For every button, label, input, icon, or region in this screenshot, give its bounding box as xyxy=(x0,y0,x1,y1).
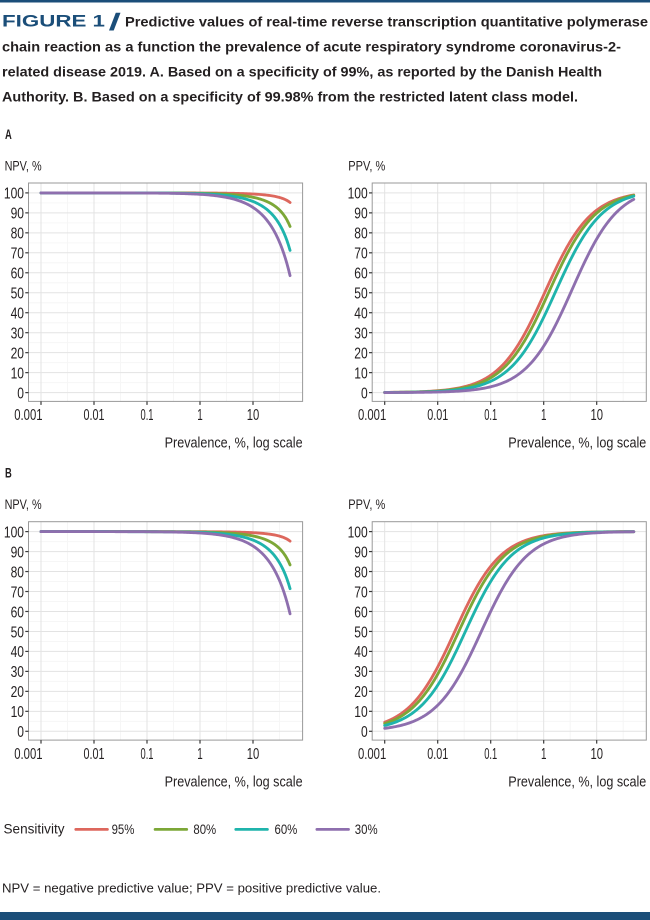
svg-text:0: 0 xyxy=(361,724,368,741)
svg-text:30: 30 xyxy=(354,664,367,681)
svg-text:0: 0 xyxy=(361,385,368,402)
svg-text:70: 70 xyxy=(354,246,367,263)
svg-text:50: 50 xyxy=(354,624,367,641)
svg-text:95%: 95% xyxy=(112,821,135,837)
svg-text:50: 50 xyxy=(354,286,367,303)
svg-text:NPV, %: NPV, % xyxy=(5,157,42,173)
svg-text:70: 70 xyxy=(11,584,24,601)
svg-text:100: 100 xyxy=(348,186,368,203)
svg-text:PPV, %: PPV, % xyxy=(348,496,385,512)
svg-text:80: 80 xyxy=(354,564,367,581)
svg-text:50: 50 xyxy=(11,286,24,303)
svg-text:0.001: 0.001 xyxy=(14,746,42,763)
svg-text:90: 90 xyxy=(354,544,367,561)
svg-text:PPV, %: PPV, % xyxy=(348,157,385,173)
svg-text:40: 40 xyxy=(11,644,24,661)
svg-text:1: 1 xyxy=(541,746,547,763)
svg-text:0.01: 0.01 xyxy=(427,746,448,763)
svg-text:Predictive values of real-time: Predictive values of real-time reverse t… xyxy=(125,14,648,30)
svg-text:0.1: 0.1 xyxy=(484,407,497,424)
svg-text:80: 80 xyxy=(354,226,367,243)
svg-text:20: 20 xyxy=(11,684,24,701)
svg-text:1: 1 xyxy=(197,746,203,763)
svg-text:0.1: 0.1 xyxy=(484,746,497,763)
svg-text:10: 10 xyxy=(590,746,603,763)
svg-text:20: 20 xyxy=(11,345,24,362)
svg-text:FIGURE 1: FIGURE 1 xyxy=(2,13,105,31)
svg-text:10: 10 xyxy=(11,704,24,721)
svg-text:0.01: 0.01 xyxy=(84,746,105,763)
svg-text:Prevalence, %, log scale: Prevalence, %, log scale xyxy=(508,435,646,452)
svg-text:60%: 60% xyxy=(275,821,298,837)
svg-text:30%: 30% xyxy=(355,821,378,837)
svg-text:50: 50 xyxy=(11,624,24,641)
svg-text:40: 40 xyxy=(11,306,24,323)
svg-text:30: 30 xyxy=(354,325,367,342)
svg-text:Authority. B. Based on a speci: Authority. B. Based on a specificity of … xyxy=(2,89,578,105)
svg-text:100: 100 xyxy=(4,186,24,203)
svg-text:60: 60 xyxy=(11,266,24,283)
svg-text:0.001: 0.001 xyxy=(358,407,386,424)
svg-text:80: 80 xyxy=(11,226,24,243)
svg-text:90: 90 xyxy=(11,206,24,223)
svg-text:40: 40 xyxy=(354,644,367,661)
svg-text:10: 10 xyxy=(11,365,24,382)
svg-text:90: 90 xyxy=(11,544,24,561)
svg-text:NPV = negative predictive valu: NPV = negative predictive value; PPV = p… xyxy=(2,881,381,896)
svg-text:B: B xyxy=(5,465,12,481)
svg-text:10: 10 xyxy=(354,704,367,721)
svg-text:70: 70 xyxy=(11,246,24,263)
svg-text:chain reaction as a function t: chain reaction as a function the prevale… xyxy=(2,39,621,55)
svg-text:NPV, %: NPV, % xyxy=(5,496,42,512)
svg-text:0: 0 xyxy=(17,724,24,741)
svg-text:0.01: 0.01 xyxy=(427,407,448,424)
svg-text:0.001: 0.001 xyxy=(358,746,386,763)
svg-text:20: 20 xyxy=(354,345,367,362)
svg-text:0.1: 0.1 xyxy=(141,407,154,424)
svg-text:80%: 80% xyxy=(193,821,216,837)
svg-text:Sensitivity: Sensitivity xyxy=(4,822,65,837)
svg-text:Prevalence, %, log scale: Prevalence, %, log scale xyxy=(508,773,646,790)
svg-text:10: 10 xyxy=(354,365,367,382)
svg-text:1: 1 xyxy=(541,407,547,424)
svg-text:100: 100 xyxy=(348,524,368,541)
svg-text:0: 0 xyxy=(17,385,24,402)
svg-text:70: 70 xyxy=(354,584,367,601)
svg-text:30: 30 xyxy=(11,325,24,342)
svg-text:40: 40 xyxy=(354,306,367,323)
svg-text:A: A xyxy=(5,126,12,142)
svg-text:0.1: 0.1 xyxy=(141,746,154,763)
svg-text:10: 10 xyxy=(247,407,260,424)
svg-text:0.01: 0.01 xyxy=(84,407,105,424)
svg-text:60: 60 xyxy=(354,604,367,621)
svg-text:10: 10 xyxy=(247,746,260,763)
svg-text:1: 1 xyxy=(197,407,203,424)
svg-text:Prevalence, %, log scale: Prevalence, %, log scale xyxy=(165,435,303,452)
svg-text:60: 60 xyxy=(11,604,24,621)
svg-text:20: 20 xyxy=(354,684,367,701)
svg-text:Prevalence, %, log scale: Prevalence, %, log scale xyxy=(165,773,303,790)
svg-text:100: 100 xyxy=(4,524,24,541)
svg-text:related disease 2019. A. Based: related disease 2019. A. Based on a spec… xyxy=(2,64,602,80)
svg-text:0.001: 0.001 xyxy=(14,407,42,424)
svg-text:90: 90 xyxy=(354,206,367,223)
svg-text:10: 10 xyxy=(590,407,603,424)
svg-text:30: 30 xyxy=(11,664,24,681)
svg-text:80: 80 xyxy=(11,564,24,581)
svg-text:60: 60 xyxy=(354,266,367,283)
